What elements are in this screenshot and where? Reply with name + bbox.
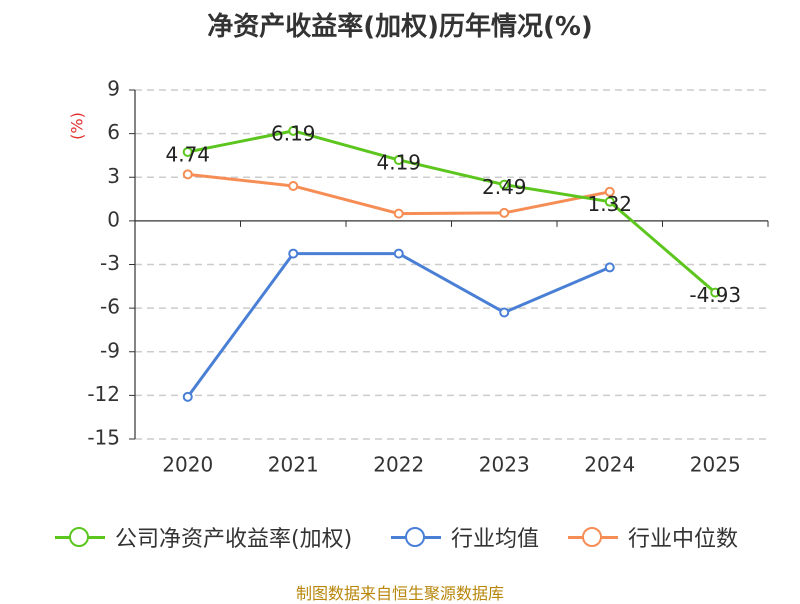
y-tick-label: -3 <box>100 251 120 275</box>
legend-label-industry-mean: 行业均值 <box>451 527 540 552</box>
legend-item-industry-mean[interactable]: 行业均值 <box>391 519 539 555</box>
data-label: 6.19 <box>271 121 316 145</box>
x-tick-label: 2021 <box>268 453 319 477</box>
x-tick-label: 2022 <box>373 453 424 477</box>
data-point <box>182 169 193 180</box>
x-tick-label: 2020 <box>162 453 213 477</box>
data-point <box>499 179 510 190</box>
data-label: 4.19 <box>376 150 421 174</box>
y-tick-label: 6 <box>107 120 120 144</box>
x-tick-label: 2024 <box>584 453 635 477</box>
data-point <box>604 196 615 207</box>
chart-title: 净资产收益率(加权)历年情况(%) <box>207 12 593 42</box>
data-label: -4.93 <box>689 283 741 307</box>
legend-label-company-roe: 公司净资产收益率(加权) <box>115 527 353 552</box>
data-point <box>288 180 299 191</box>
data-point <box>499 307 510 318</box>
source-note: 制图数据来自恒生聚源数据库 <box>295 584 504 603</box>
y-tick-label: 3 <box>107 164 120 188</box>
legend-item-company-roe[interactable]: 公司净资产收益率(加权) <box>55 519 352 555</box>
legend-marker-icon <box>568 527 618 547</box>
data-point <box>710 287 721 298</box>
legend-marker-icon <box>391 527 441 547</box>
y-tick-label: -6 <box>100 295 120 319</box>
data-label: 1.32 <box>587 192 632 216</box>
data-point <box>393 248 404 259</box>
legend-item-industry-median[interactable]: 行业中位数 <box>568 519 738 555</box>
data-point <box>182 391 193 402</box>
series-line <box>187 129 717 294</box>
data-point <box>393 208 404 219</box>
data-point <box>604 186 615 197</box>
y-tick-label: 9 <box>107 77 120 101</box>
y-tick-label: -12 <box>87 382 120 406</box>
y-axis-label: (%) <box>68 112 87 140</box>
data-point <box>499 207 510 218</box>
data-point <box>393 154 404 165</box>
x-tick-label: 2025 <box>690 453 741 477</box>
series-line <box>187 172 611 216</box>
y-tick-label: -15 <box>87 426 120 450</box>
y-tick-label: 0 <box>107 207 120 231</box>
legend-marker-icon <box>55 527 105 547</box>
data-label: 4.74 <box>165 142 210 166</box>
data-point <box>288 248 299 259</box>
data-label: 2.49 <box>482 175 527 199</box>
legend-label-industry-median: 行业中位数 <box>628 527 739 552</box>
series-line <box>186 252 611 398</box>
y-tick-label: -9 <box>100 338 120 362</box>
data-point <box>182 146 193 157</box>
data-point <box>604 262 615 273</box>
x-tick-label: 2023 <box>479 453 530 477</box>
data-point <box>288 125 299 136</box>
